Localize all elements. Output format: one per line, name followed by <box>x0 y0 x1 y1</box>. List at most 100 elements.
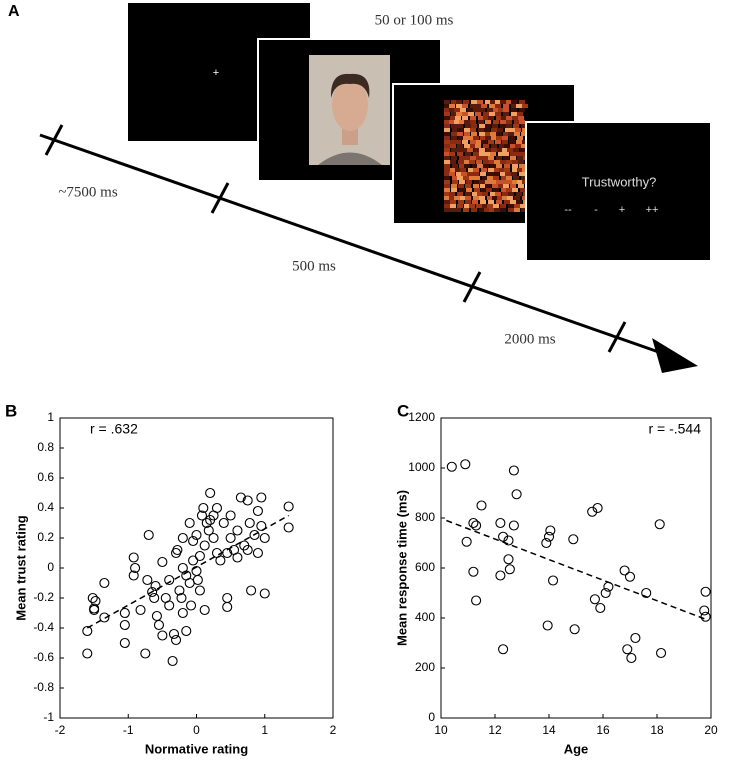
mosaic-tile <box>468 136 474 140</box>
data-point <box>498 531 509 542</box>
mosaic-tile <box>470 128 476 132</box>
mosaic-tile <box>509 136 515 140</box>
mosaic-tile <box>450 200 456 204</box>
mosaic-tile <box>485 100 491 104</box>
mosaic-tile <box>500 172 506 176</box>
mosaic-tile <box>492 184 498 188</box>
data-point <box>150 580 161 592</box>
duration: 500 ms <box>292 258 336 274</box>
mosaic-tile <box>514 120 520 124</box>
mosaic-tile <box>514 204 520 208</box>
mosaic-tile <box>476 204 482 208</box>
x-tick-label: 0 <box>193 723 200 737</box>
mosaic-tile <box>496 132 502 136</box>
mosaic-tile <box>471 132 477 136</box>
mosaic-tile <box>478 128 484 132</box>
mosaic-tile <box>444 176 450 180</box>
mosaic-tile <box>490 180 496 184</box>
mosaic-tile <box>510 152 516 156</box>
mosaic-tile <box>444 200 450 204</box>
data-point <box>508 465 519 476</box>
question: Trustworthy? <box>582 174 657 189</box>
x-axis-label: Age <box>564 741 589 756</box>
mosaic-tile <box>501 180 507 184</box>
y-axis-label: Mean trust rating <box>13 515 28 621</box>
mosaic-tile <box>469 160 475 164</box>
mosaic-tile <box>450 168 456 172</box>
mosaic-tile <box>451 124 457 128</box>
y-tick-label: -0.4 <box>33 620 54 634</box>
mosaic-tile <box>444 100 450 104</box>
x-tick-label: 2 <box>330 723 337 737</box>
mosaic-tile <box>457 192 463 196</box>
mosaic-tile <box>474 176 480 180</box>
mosaic-tile <box>465 184 471 188</box>
mosaic-tile <box>502 136 508 140</box>
mosaic-tile <box>444 168 450 172</box>
mosaic-tile <box>485 120 491 124</box>
mosaic-tile <box>455 140 461 144</box>
data-point <box>504 564 515 575</box>
mosaic-tile <box>508 132 514 136</box>
mosaic-tile <box>504 144 510 148</box>
mosaic-tile <box>462 140 468 144</box>
mosaic-tile <box>490 164 496 168</box>
mosaic-tile <box>511 100 517 104</box>
data-point <box>256 492 267 503</box>
mosaic-tile <box>521 124 527 128</box>
mosaic-tile <box>451 136 457 140</box>
mosaic-tile <box>483 112 489 116</box>
data-point <box>569 624 580 635</box>
mosaic-tile <box>519 164 525 168</box>
mosaic-tile <box>472 200 478 204</box>
mosaic-tile <box>451 148 457 152</box>
data-point <box>143 529 154 541</box>
mosaic-tile <box>520 204 526 208</box>
mosaic-tile <box>489 104 495 108</box>
mosaic-tile <box>521 208 527 212</box>
mosaic-tile <box>456 148 462 152</box>
mosaic-tile <box>481 168 487 172</box>
mosaic-tile <box>452 180 458 184</box>
mosaic-tile <box>457 152 463 156</box>
mosaic-tile <box>464 120 470 124</box>
panel-label: C <box>397 401 409 420</box>
mosaic-tile <box>506 188 512 192</box>
data-point <box>249 529 260 541</box>
data-point <box>119 637 130 649</box>
mosaic-tile <box>499 168 505 172</box>
mosaic-tile <box>513 176 519 180</box>
duration: 50 or 100 ms <box>375 12 454 28</box>
mosaic-tile <box>478 120 484 124</box>
mosaic-tile <box>521 144 527 148</box>
mosaic-tile <box>487 172 493 176</box>
y-tick-label: 600 <box>415 560 435 574</box>
data-point <box>626 652 637 664</box>
data-point <box>511 489 522 500</box>
data-point <box>192 574 203 586</box>
mosaic-tile <box>507 148 513 152</box>
data-point <box>151 610 162 622</box>
data-point <box>181 625 192 637</box>
mosaic-tile <box>487 196 493 200</box>
mosaic-tile <box>480 136 486 140</box>
mosaic-tile <box>480 200 486 204</box>
mosaic-tile <box>455 208 461 212</box>
mosaic-tile <box>467 108 473 112</box>
data-point <box>592 502 603 514</box>
mosaic-tile <box>506 120 512 124</box>
mosaic-tile <box>458 160 464 164</box>
mosaic-tile <box>512 164 518 168</box>
mosaic-tile <box>465 124 471 128</box>
mosaic-tile <box>462 112 468 116</box>
mosaic-tile <box>480 184 486 188</box>
y-tick-label: -0.2 <box>33 590 54 604</box>
data-point <box>201 517 212 529</box>
data-point <box>225 532 236 544</box>
data-point <box>167 655 178 667</box>
mosaic-tile <box>444 196 450 200</box>
mosaic-tile <box>451 132 457 136</box>
mosaic-tile <box>475 112 481 116</box>
mosaic-tile <box>518 116 524 120</box>
data-point <box>218 517 229 529</box>
